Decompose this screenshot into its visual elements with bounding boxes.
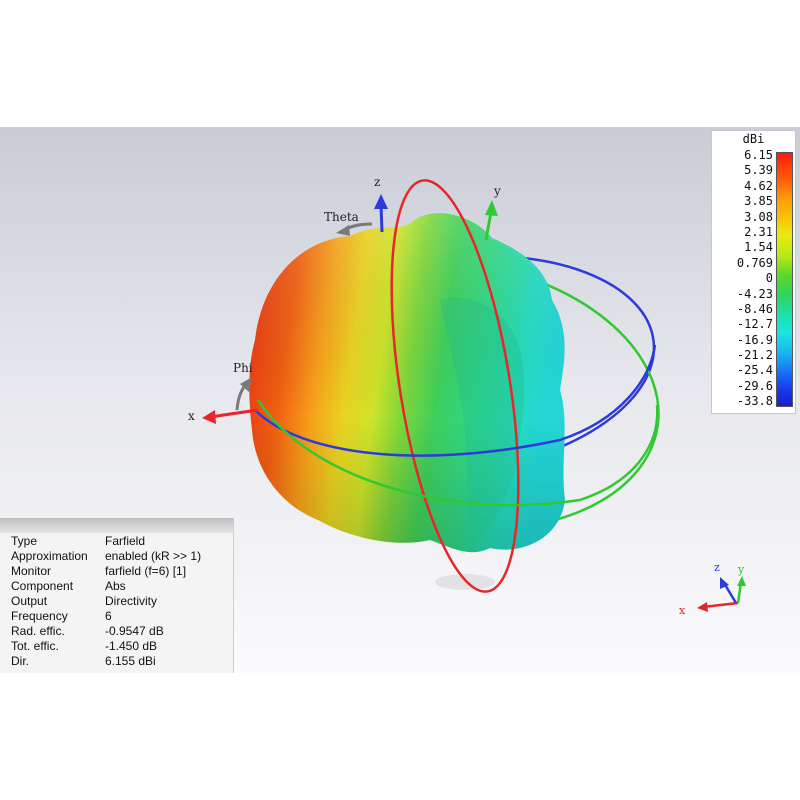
axis-x-label: x bbox=[188, 409, 195, 423]
color-scale-legend: dBi 6.15 5.39 4.62 3.85 3.08 2.31 1.54 0.769 0 -4… bbox=[711, 130, 796, 414]
info-row-frequency: Frequency 6 bbox=[11, 609, 112, 623]
info-panel: Type Farfield Approximation enabled (kR >>… bbox=[0, 518, 234, 673]
legend-tick: -21.2 bbox=[736, 348, 773, 363]
legend-color-bar bbox=[776, 152, 793, 407]
legend-tick: -33.8 bbox=[736, 394, 773, 409]
info-row-approximation: Approximation enabled (kR >> 1) bbox=[11, 549, 202, 563]
info-row-tot-effic: Tot. effic. -1.450 dB bbox=[11, 639, 158, 653]
legend-tick: 1.54 bbox=[744, 240, 773, 255]
theta-ring-red bbox=[390, 179, 520, 593]
phi-arrow bbox=[235, 377, 252, 411]
axis-z-arrow bbox=[374, 194, 388, 233]
legend-tick: 4.62 bbox=[744, 178, 773, 193]
axis-z-label: z bbox=[374, 175, 380, 189]
pattern-shading bbox=[249, 213, 566, 553]
legend-tick: 0 bbox=[765, 271, 773, 286]
3d-viewport[interactable]: x y z Theta Phi x y z Type Farfield Appro… bbox=[0, 127, 800, 673]
axis-x-arrow bbox=[202, 408, 259, 424]
theta-label: Theta bbox=[324, 210, 359, 224]
theta-arrow bbox=[336, 222, 373, 236]
pattern-lobe-shadow bbox=[440, 297, 525, 545]
phi-ring-blue-front bbox=[254, 344, 657, 457]
axis-y-arrow bbox=[484, 200, 498, 241]
info-row-type: Type Farfield bbox=[11, 534, 146, 548]
pattern-reflection bbox=[435, 574, 495, 590]
info-row-component: Component Abs bbox=[11, 579, 126, 593]
legend-tick: -8.46 bbox=[736, 301, 773, 316]
phi-label: Phi bbox=[233, 361, 253, 375]
info-row-dir: Dir. 6.155 dBi bbox=[11, 654, 156, 668]
legend-unit: dBi bbox=[742, 132, 765, 146]
legend-tick: -25.4 bbox=[736, 363, 773, 378]
info-row-rad-effic: Rad. effic. -0.9547 dB bbox=[11, 624, 164, 638]
legend-tick: 0.769 bbox=[736, 255, 773, 270]
legend-tick: -16.9 bbox=[736, 332, 773, 347]
legend-tick: 3.08 bbox=[744, 209, 773, 224]
axis-y-label: y bbox=[493, 184, 501, 198]
ring-green-front bbox=[256, 399, 659, 507]
farfield-3d-plot[interactable]: x y z Theta Phi x y z bbox=[0, 127, 800, 673]
legend-tick: -12.7 bbox=[736, 317, 773, 332]
legend-tick: -4.23 bbox=[736, 286, 773, 301]
mini-axis-z-label: z bbox=[714, 561, 720, 574]
orientation-gizmo: x y z bbox=[679, 561, 746, 617]
legend-ticks: 6.15 5.39 4.62 3.85 3.08 2.31 1.54 0.769 0 -4.23-… bbox=[712, 148, 775, 410]
legend-tick: 6.15 bbox=[744, 148, 773, 162]
info-panel-header bbox=[0, 518, 233, 533]
mini-axis-x-label: x bbox=[679, 604, 686, 617]
legend-tick: 5.39 bbox=[744, 163, 773, 178]
info-row-monitor: Monitor farfield (f=6) [1] bbox=[11, 564, 187, 578]
legend-tick: 3.85 bbox=[744, 194, 773, 209]
legend-tick: -29.6 bbox=[736, 378, 773, 393]
mini-axis-y-label: y bbox=[737, 563, 745, 576]
legend-tick: 2.31 bbox=[744, 224, 773, 239]
info-row-output: Output Directivity bbox=[11, 594, 158, 608]
